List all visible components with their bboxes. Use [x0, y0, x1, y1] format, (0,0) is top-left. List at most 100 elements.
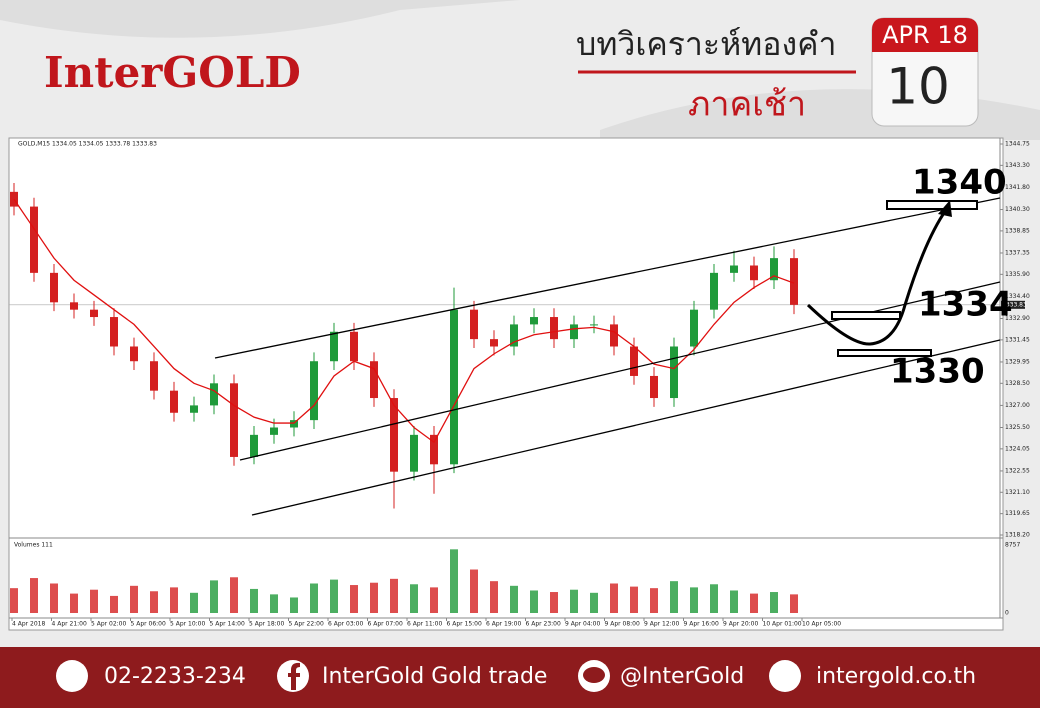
volume-bar: [770, 592, 778, 613]
y-tick-label: 1329.95: [1005, 358, 1030, 365]
x-tick-label: 6 Apr 19:00: [486, 621, 521, 628]
level-box: [837, 349, 932, 357]
calendar-band: [872, 18, 978, 52]
volume-label: Volumes 111: [14, 542, 53, 549]
y-tick-label: 1340.30: [1005, 206, 1030, 213]
level-box: [886, 200, 978, 210]
y-tick-label: 1341.80: [1005, 184, 1030, 191]
candle-body: [410, 434, 418, 472]
y-tick-label: 1322.55: [1005, 467, 1030, 474]
candle-body: [710, 272, 718, 310]
candle-body: [510, 324, 518, 347]
volume-bar: [270, 594, 278, 613]
x-tick-label: 6 Apr 23:00: [526, 621, 561, 628]
candle-body: [310, 361, 318, 421]
x-tick-label: 6 Apr 11:00: [407, 621, 442, 628]
volume-bar: [670, 581, 678, 613]
volume-bar: [250, 588, 258, 613]
candle-body: [270, 427, 278, 435]
candle-body: [190, 405, 198, 413]
candle-body: [470, 309, 478, 340]
annotation: 1334: [918, 285, 1013, 325]
x-tick-label: 9 Apr 04:00: [565, 621, 600, 628]
volume-bar: [310, 583, 318, 613]
candle-body: [590, 324, 598, 326]
volume-bar: [650, 588, 658, 613]
x-tick-label: 6 Apr 03:00: [328, 621, 363, 628]
candle-body: [390, 398, 398, 472]
volume-tick-label: 8757: [1005, 542, 1020, 549]
candle-body: [430, 434, 438, 465]
map-pattern: [0, 0, 1040, 140]
candle-body: [370, 361, 378, 399]
annotation: 1340: [912, 163, 1007, 203]
facebook: InterGold Gold trade: [322, 664, 547, 689]
volume-bar: [590, 592, 598, 613]
x-tick-label: 5 Apr 06:00: [131, 621, 166, 628]
y-tick-label: 1327.00: [1005, 402, 1030, 409]
x-tick-label: 4 Apr 2018: [12, 621, 45, 628]
volume-bar: [330, 579, 338, 613]
title: บทวิเคราะห์ทองคำ: [576, 25, 836, 63]
volume-bar: [610, 583, 618, 613]
web-icon: [769, 660, 801, 692]
phone: 02-2233-234: [104, 664, 246, 689]
volume-tick-label: 0: [1005, 610, 1009, 617]
x-tick-label: 4 Apr 21:00: [52, 621, 87, 628]
volume-bar: [530, 590, 538, 613]
x-tick-label: 10 Apr 05:00: [802, 621, 841, 628]
candle-body: [30, 206, 38, 273]
volume-bar: [390, 578, 398, 613]
y-tick-label: 1324.05: [1005, 445, 1030, 452]
chart-title: GOLD,M15 1334.05 1334.05 1333.78 1333.83: [18, 141, 157, 148]
volume-bar: [430, 587, 438, 613]
x-tick-label: 5 Apr 02:00: [91, 621, 126, 628]
candle-body: [330, 331, 338, 362]
x-tick-label: 5 Apr 22:00: [289, 621, 324, 628]
volume-bar: [490, 581, 498, 613]
level-box: [831, 311, 901, 320]
candle-body: [350, 331, 358, 362]
y-tick-label: 1319.65: [1005, 510, 1030, 517]
candle-body: [730, 265, 738, 273]
volume-bar: [30, 578, 38, 613]
volume-bar: [690, 587, 698, 613]
volume-bar: [150, 591, 158, 613]
volume-bar: [410, 584, 418, 613]
y-tick-label: 1335.90: [1005, 271, 1030, 278]
candle-body: [570, 324, 578, 340]
calendar-month: APR 18: [882, 21, 968, 49]
volume-bar: [450, 549, 458, 613]
x-tick-label: 9 Apr 16:00: [684, 621, 719, 628]
volume-bar: [630, 586, 638, 613]
candle-body: [750, 265, 758, 281]
y-tick-label: 1331.45: [1005, 336, 1030, 343]
volume-bar: [170, 587, 178, 613]
brand: InterGOLD: [44, 48, 301, 97]
candle-body: [210, 383, 218, 406]
volume-bar: [130, 585, 138, 613]
volume-bar: [70, 593, 78, 613]
x-tick-label: 6 Apr 15:00: [447, 621, 482, 628]
candle-body: [150, 361, 158, 391]
forecast-arrow: [806, 209, 948, 346]
facebook-glyph: [288, 662, 300, 690]
x-tick-label: 10 Apr 01:00: [763, 621, 802, 628]
candle-body: [650, 375, 658, 399]
candle-body: [170, 390, 178, 413]
x-tick-label: 9 Apr 08:00: [605, 621, 640, 628]
volume-bar: [90, 589, 98, 613]
candle-body: [670, 346, 678, 399]
line-id: @InterGold: [620, 664, 744, 689]
volume-bar: [110, 595, 118, 613]
candle-body: [290, 420, 298, 428]
volume-bar: [750, 593, 758, 613]
volume-bar: [570, 589, 578, 613]
y-tick-label: 1332.90: [1005, 315, 1030, 322]
plot: 1344.75 1343.30 1341.80 1340.30 1338.85 1337.…: [9, 141, 1030, 628]
x-tick-label: 5 Apr 14:00: [210, 621, 245, 628]
volume-bar: [370, 582, 378, 613]
phone-icon: [56, 660, 88, 692]
candle-body: [110, 317, 118, 347]
